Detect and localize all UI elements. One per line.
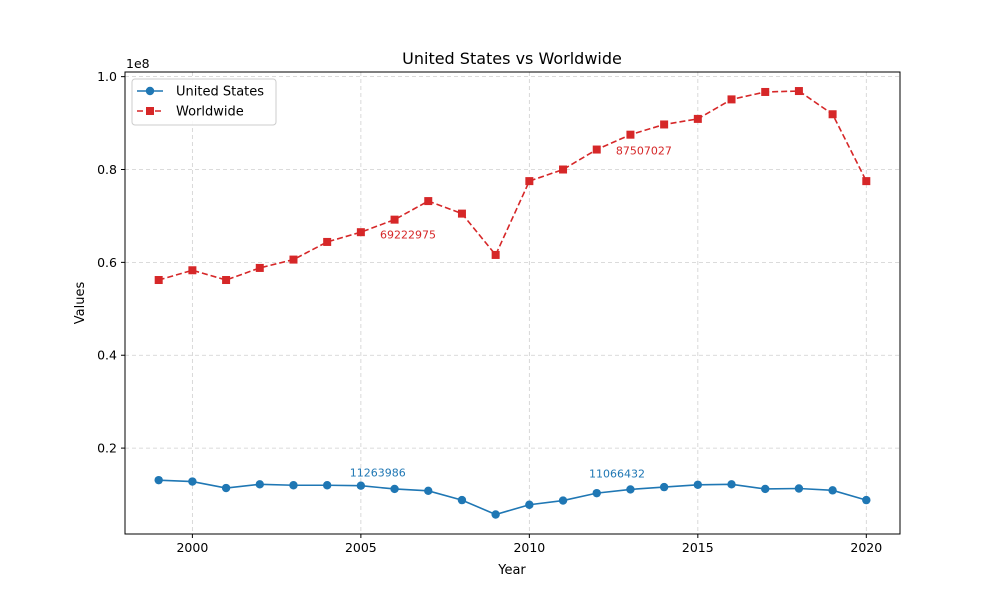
data-point <box>592 488 601 498</box>
legend-item: United States <box>137 85 264 100</box>
y-scale-label: 1e8 <box>126 56 150 71</box>
legend-marker <box>146 107 154 115</box>
data-point <box>390 484 399 494</box>
data-point <box>592 145 601 154</box>
data-point <box>828 486 837 495</box>
data-point <box>154 475 163 485</box>
data-point <box>323 237 332 246</box>
y-tick-label: 0.6 <box>97 255 117 270</box>
data-point <box>188 266 197 275</box>
data-point <box>322 481 332 490</box>
chart-title: United States vs Worldwide <box>402 49 622 68</box>
data-point <box>794 484 804 493</box>
data-point <box>390 215 399 224</box>
legend-marker <box>145 86 155 96</box>
legend-item: Worldwide <box>137 105 244 120</box>
series-worldwide <box>154 87 871 285</box>
axis-ticks: 2000 2005 2010 2015 2020 0.2 0.4 0.6 0.8 1.0 <box>97 69 882 555</box>
data-point <box>558 496 568 505</box>
y-tick-label: 0.2 <box>97 441 117 456</box>
series-line <box>158 90 868 281</box>
data-point <box>761 484 770 494</box>
data-point <box>356 481 366 490</box>
data-point <box>457 495 467 505</box>
data-point <box>794 87 803 96</box>
data-label: 87507027 <box>616 145 672 158</box>
data-point <box>525 177 534 186</box>
data-label: 69222975 <box>380 229 436 242</box>
data-point <box>491 510 500 519</box>
data-point <box>289 481 298 490</box>
data-point <box>727 95 736 104</box>
data-point <box>356 228 365 237</box>
x-tick-label: 2020 <box>850 540 882 555</box>
x-axis-label: Year <box>497 563 526 578</box>
data-point <box>626 130 635 139</box>
data-point <box>289 255 298 264</box>
data-point <box>626 485 635 494</box>
x-tick-label: 2015 <box>682 540 714 555</box>
data-point <box>693 480 703 489</box>
x-tick-label: 2010 <box>513 540 545 555</box>
plot-area <box>124 71 901 535</box>
data-point <box>559 165 568 174</box>
y-tick-label: 0.8 <box>97 162 117 177</box>
data-point <box>491 250 500 259</box>
y-tick-label: 0.4 <box>97 348 117 363</box>
data-point <box>761 87 770 96</box>
data-point <box>525 500 534 509</box>
legend-label: Worldwide <box>176 105 244 120</box>
series <box>154 87 871 519</box>
x-tick-label: 2005 <box>345 540 377 555</box>
legend-box <box>131 78 277 126</box>
data-point <box>154 276 163 285</box>
data-point <box>457 209 466 218</box>
data-point <box>255 480 264 489</box>
data-point <box>188 477 197 486</box>
legend-label: United States <box>176 85 264 100</box>
data-point <box>693 114 702 123</box>
data-point <box>255 263 264 272</box>
y-tick-label: 1.0 <box>97 69 117 84</box>
data-point <box>222 276 231 285</box>
x-tick-label: 2000 <box>176 540 208 555</box>
data-point <box>424 486 433 496</box>
grid <box>125 72 900 534</box>
data-point <box>659 482 669 492</box>
annotations: 11263986 11066432 69222975 87507027 <box>350 145 672 481</box>
data-point <box>221 483 231 493</box>
data-point <box>424 197 433 206</box>
data-point <box>660 120 669 129</box>
legend: United States Worldwide <box>131 78 277 126</box>
data-label: 11263986 <box>350 466 406 479</box>
data-point <box>862 495 871 505</box>
data-point <box>862 177 871 186</box>
series-united-states <box>154 475 871 519</box>
y-axis-label: Values <box>73 282 88 325</box>
data-point <box>727 480 736 489</box>
series-line <box>158 479 867 516</box>
data-point <box>828 110 837 119</box>
data-label: 11066432 <box>589 467 645 480</box>
